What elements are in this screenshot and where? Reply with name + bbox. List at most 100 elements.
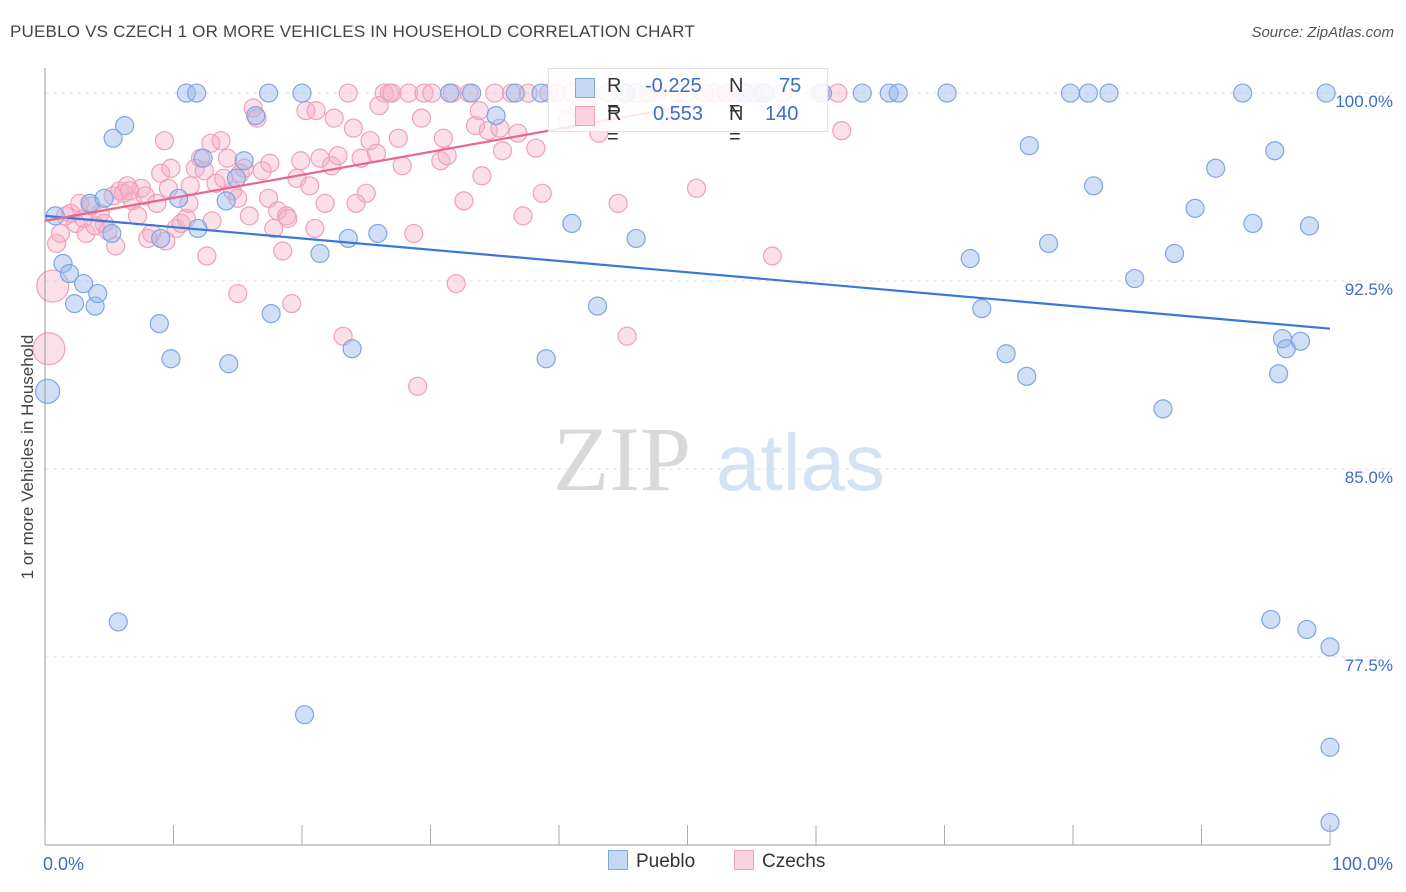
czechs-point (608, 193, 628, 213)
pueblo-point (972, 299, 992, 319)
legend-swatch-pueblo (575, 78, 595, 98)
czechs-point (324, 108, 344, 128)
y-tick-label: 100.0% (1335, 92, 1393, 111)
watermark-atlas: atlas (716, 418, 885, 507)
legend-n-value: 140 (765, 103, 799, 125)
czechs-point (374, 83, 394, 103)
czechs-point (492, 141, 513, 161)
czechs-point (197, 246, 217, 266)
czechs-point (414, 83, 434, 103)
czechs-point (399, 83, 419, 103)
pueblo-point (73, 273, 94, 294)
pueblo-point (1164, 243, 1185, 264)
legend-czechs: Czechs (734, 850, 825, 873)
pueblo-point (937, 83, 957, 103)
legend-czechs-label: Czechs (762, 851, 826, 872)
czechs-point (305, 218, 325, 239)
pueblo-point (246, 106, 266, 126)
chart-title: PUEBLO VS CZECH 1 OR MORE VEHICLES IN HO… (10, 22, 695, 41)
legend-n-label: N = (729, 103, 744, 148)
pueblo-point (151, 228, 171, 249)
czechs-point (147, 193, 167, 213)
pueblo-point (888, 83, 908, 103)
legend-r-value: -0.225 (645, 75, 702, 97)
czechs-point (346, 193, 366, 213)
czechs-point (267, 201, 288, 221)
pueblo-point (1017, 366, 1037, 386)
czechs-point (411, 108, 432, 128)
pueblo-point (193, 148, 213, 168)
pueblo-point (310, 243, 330, 264)
pueblo-point (108, 612, 128, 632)
pueblo-point (1297, 619, 1317, 640)
legend-r-value: 0.553 (653, 103, 704, 125)
czechs-point (392, 156, 412, 176)
pueblo-point (587, 296, 608, 316)
pueblo-point (960, 248, 980, 269)
pueblo-point (536, 349, 556, 369)
czechs-point (161, 158, 181, 178)
pueblo-point (102, 223, 122, 244)
czechs-point (315, 193, 335, 213)
czechs-point (360, 131, 380, 151)
pueblo-point (1099, 83, 1119, 103)
czechs-point (300, 176, 320, 196)
czechs-point (252, 161, 272, 181)
pueblo-point (88, 283, 108, 304)
czechs-point (273, 241, 293, 261)
czechs-point (490, 118, 510, 138)
pueblo-point (1019, 136, 1039, 156)
czechs-point (282, 294, 302, 314)
watermark: ZIP atlas (553, 408, 885, 510)
pueblo-point (187, 83, 207, 103)
czechs-point (343, 118, 363, 138)
pueblo-point (505, 83, 525, 103)
czechs-point (120, 181, 140, 201)
legend-pueblo: Pueblo (608, 850, 695, 873)
y-tick-labels: 77.5% 85.0% 92.5% 100.0% (1335, 92, 1393, 675)
pueblo-point (1261, 609, 1281, 630)
pueblo-point (59, 263, 80, 284)
czechs-point (532, 183, 552, 203)
czechs-point (243, 98, 263, 118)
pueblo-point (368, 223, 388, 244)
czechs-point (485, 83, 505, 103)
czechs-point (446, 273, 466, 294)
chart-source: Source: ZipAtlas.com (1251, 24, 1394, 41)
czechs-point (278, 208, 298, 228)
y-tick-label: 92.5% (1345, 280, 1393, 299)
czechs-point (508, 123, 528, 143)
pueblo-point (440, 83, 460, 103)
czechs-point (686, 178, 707, 198)
pueblo-point (996, 344, 1016, 364)
y-tick-label: 77.5% (1345, 656, 1393, 675)
pueblo-point (462, 83, 482, 103)
legend-n-label: N = (729, 75, 744, 120)
czechs-point (388, 128, 408, 148)
pueblo-point (115, 116, 135, 136)
czechs-point (526, 138, 546, 158)
pueblo-point (1243, 213, 1263, 233)
pueblo-point (219, 354, 239, 374)
czechs-point (135, 186, 155, 206)
pueblo-point (161, 349, 181, 369)
czechs-point (217, 148, 238, 168)
stats-legend: R = -0.225 N = 75 R = 0.553 N = 140 (548, 68, 828, 148)
x-tick-labels: 0.0% 100.0% (43, 854, 1393, 874)
czechs-point (369, 95, 389, 116)
czechs-point (408, 376, 428, 396)
pueblo-point (85, 296, 105, 316)
pueblo-point (1185, 198, 1205, 218)
pueblo-point (338, 228, 358, 249)
legend-n-value: 75 (779, 75, 802, 97)
czechs-point (469, 101, 489, 121)
pueblo-point (852, 83, 872, 103)
czechs-point (762, 246, 782, 266)
pueblo-point (1265, 141, 1285, 161)
pueblo-point (486, 106, 506, 126)
pueblo-point (342, 339, 362, 359)
y-axis-label: 1 or more Vehicles in Household (18, 335, 37, 580)
pueblo-point (562, 213, 582, 233)
pueblo-point (1233, 83, 1253, 103)
czechs-point (70, 193, 90, 213)
